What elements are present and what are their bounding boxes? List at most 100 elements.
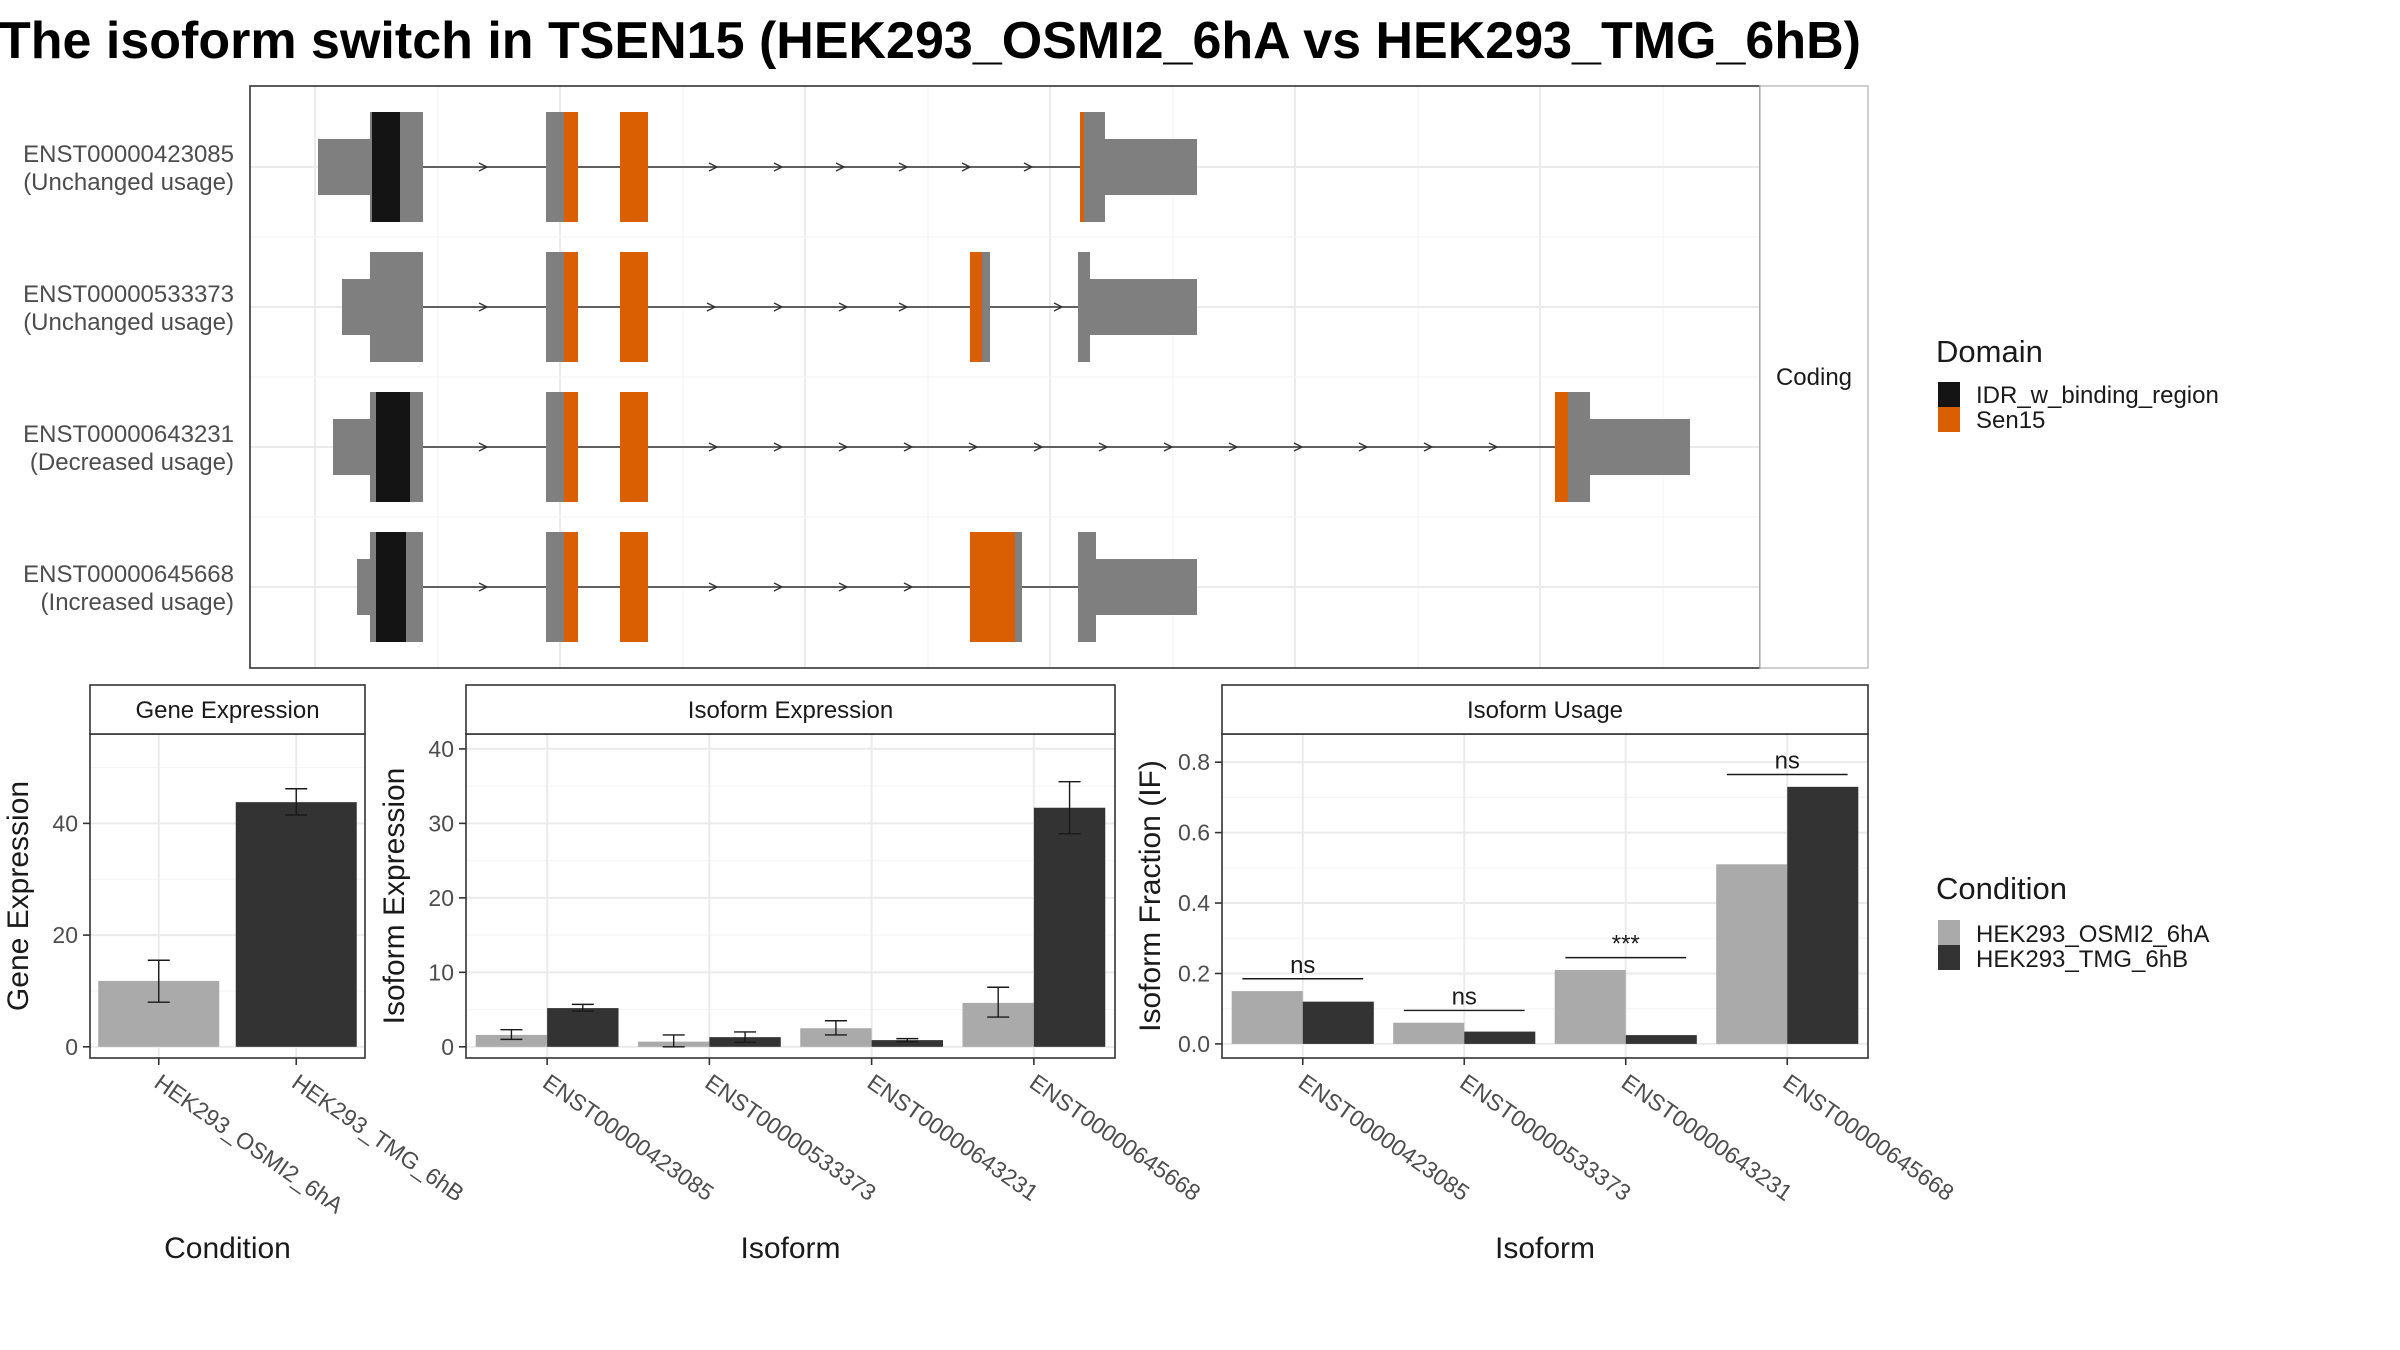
bar-ENST00000643231-HEK293_TMG_6hB [1625, 1035, 1697, 1044]
intron-arrow-icon [773, 162, 784, 172]
intron-arrow-icon [773, 442, 784, 452]
intron-arrow-icon [903, 582, 914, 592]
intron-arrow-icon [1033, 442, 1044, 452]
utr-block [318, 139, 370, 195]
exon-block [370, 252, 423, 362]
error-bar-ENST00000645668-HEK293_OSMI2_6hA [987, 986, 1010, 1018]
panel-isoform-usage: ns ns *** ns Isoform Usage 0.0 0.2 0.4 0.6 0.8 ENS… [1134, 684, 1959, 1265]
y-tick-label: 0.4 [1178, 890, 1210, 916]
idr-domain [372, 112, 400, 222]
sen15-domain [620, 392, 648, 502]
error-bar-ENST00000643231-HEK293_TMG_6hB [896, 1037, 919, 1043]
exon-block [546, 112, 564, 222]
condition-legend-key [1938, 920, 1960, 945]
utr-block [1590, 419, 1690, 475]
bar-ENST00000423085-HEK293_OSMI2_6hA [475, 1034, 548, 1047]
isoform-id-label: ENST00000645668 [23, 561, 234, 588]
sen15-domain [620, 112, 648, 222]
transcript-model-ENST00000533373: ENST00000533373(Unchanged usage) [23, 252, 1197, 362]
bar-ENST00000645668-HEK293_TMG_6hB [1033, 807, 1106, 1047]
isoform-status-label: (Increased usage) [41, 589, 234, 616]
bar-HEK293_TMG_6hB-HEK293_TMG_6hB [235, 802, 357, 1047]
intron-arrow-icon [773, 582, 784, 592]
y-tick-label: 0.8 [1178, 749, 1210, 775]
error-bar-HEK293_OSMI2_6hA-HEK293_OSMI2_6hA [147, 959, 170, 1003]
error-bar-ENST00000533373-HEK293_OSMI2_6hA [662, 1034, 685, 1048]
condition-legend-title: Condition [1936, 871, 2067, 906]
intron-arrow-icon [708, 442, 719, 452]
panel-strip [1221, 684, 1869, 735]
isoform-status-label: (Unchanged usage) [23, 309, 234, 336]
intron-arrow-icon [835, 162, 846, 172]
intron-arrow-icon [773, 302, 784, 312]
intron-arrow-icon [1293, 442, 1304, 452]
utr-block [1105, 139, 1197, 195]
bar-ENST00000423085-HEK293_TMG_6hB [547, 1008, 619, 1047]
domain-legend-title: Domain [1936, 334, 2043, 369]
bar-ENST00000533373-HEK293_TMG_6hB [1464, 1031, 1536, 1044]
error-bar-ENST00000643231-HEK293_OSMI2_6hA [824, 1020, 847, 1036]
y-axis-title: Isoform Expression [378, 768, 411, 1025]
y-tick-label: 30 [428, 810, 454, 836]
domain-legend-key [1938, 407, 1960, 432]
expression-panels: Gene Expression02040HEK293_OSMI2_6hAHEK2… [2, 684, 1959, 1265]
x-tick-label: ENST00000643231 [1617, 1069, 1797, 1206]
sen15-domain [564, 532, 578, 642]
bar-ENST00000423085-HEK293_OSMI2_6hA [1231, 991, 1303, 1044]
utr-block [333, 419, 370, 475]
error-bar-ENST00000423085-HEK293_OSMI2_6hA [500, 1028, 523, 1041]
error-bar-ENST00000423085-HEK293_TMG_6hB [571, 1003, 594, 1012]
domain-legend-key [1938, 382, 1960, 407]
domain-legend-label: Sen15 [1976, 407, 2045, 434]
intron-arrow-icon [708, 582, 719, 592]
bar-ENST00000643231-HEK293_OSMI2_6hA [1554, 969, 1626, 1044]
panel-isoform-expression: Isoform Expression 0 10 20 30 40 ENST000004230… [378, 684, 1205, 1265]
intron-arrow-icon [708, 162, 719, 172]
panel-strip-title: Gene Expression [135, 697, 319, 724]
intron-arrow-icon [898, 162, 909, 172]
panel-strip-title: Isoform Usage [1467, 697, 1623, 724]
y-tick-label: 0.2 [1178, 960, 1210, 986]
x-tick-label: ENST00000423085 [1294, 1069, 1474, 1206]
isoform-status-label: (Unchanged usage) [23, 169, 234, 196]
exon-block [546, 532, 564, 642]
intron-arrow-icon [478, 442, 489, 452]
sen15-domain [564, 252, 578, 362]
x-axis-title: Condition [164, 1232, 291, 1265]
intron-arrow-icon [838, 582, 849, 592]
isoform-status-label: (Decreased usage) [30, 449, 234, 476]
x-tick-label: ENST00000423085 [538, 1069, 718, 1206]
panel-strip [465, 684, 1116, 735]
significance-label: ns [1290, 952, 1315, 979]
intron-arrow-icon [1423, 442, 1434, 452]
condition-legend-label: HEK293_OSMI2_6hA [1976, 921, 2209, 948]
significance-label: ns [1452, 983, 1477, 1010]
bar-ENST00000645668-HEK293_TMG_6hB [1787, 786, 1859, 1044]
intron-arrow-icon [478, 302, 489, 312]
intron-arrow-icon [1053, 302, 1064, 312]
x-axis-title: Isoform [1495, 1232, 1595, 1265]
isoform-id-label: ENST00000423085 [23, 141, 234, 168]
y-tick-label: 20 [428, 885, 454, 911]
sen15-domain [1555, 392, 1568, 502]
x-tick-label: ENST00000643231 [863, 1069, 1043, 1206]
y-tick-label: 0 [65, 1034, 78, 1060]
x-tick-label: ENST00000645668 [1025, 1069, 1205, 1206]
y-tick-label: 10 [428, 959, 454, 985]
coding-strip-label: Coding [1776, 364, 1852, 391]
utr-block [342, 279, 370, 335]
transcript-model-ENST00000423085: ENST00000423085(Unchanged usage) [23, 112, 1197, 222]
exon-block [1078, 252, 1090, 362]
intron-arrow-icon [478, 582, 489, 592]
utr-block [1096, 559, 1197, 615]
transcript-model-ENST00000645668: ENST00000645668(Increased usage) [23, 532, 1197, 642]
error-bar-ENST00000533373-HEK293_TMG_6hB [734, 1031, 757, 1044]
isoform-id-label: ENST00000533373 [23, 281, 234, 308]
y-tick-label: 0.6 [1178, 820, 1210, 846]
bar-ENST00000643231-HEK293_TMG_6hB [871, 1040, 944, 1047]
y-tick-label: 0.0 [1178, 1031, 1210, 1057]
intron-arrow-icon [838, 302, 849, 312]
